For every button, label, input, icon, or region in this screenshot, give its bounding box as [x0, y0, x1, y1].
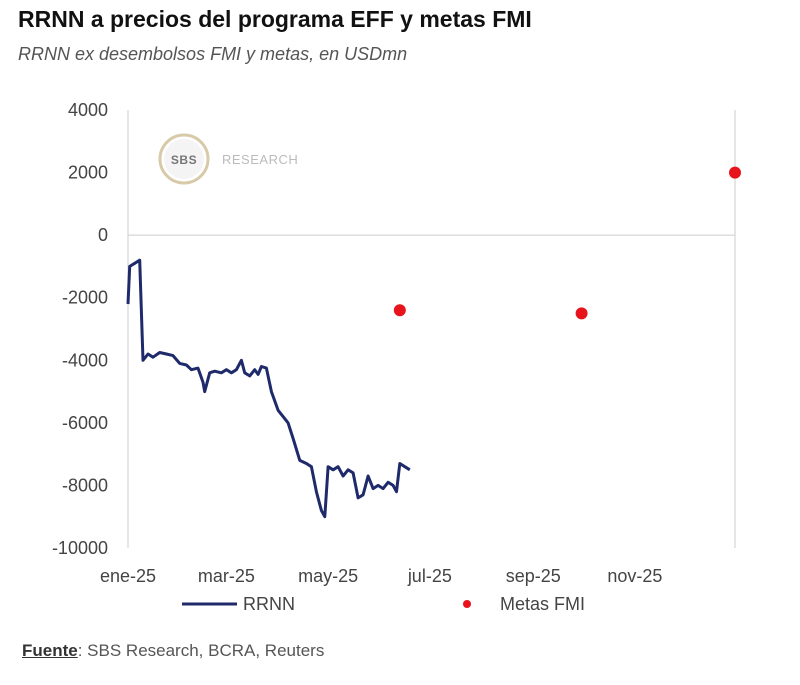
source-note: Fuente: SBS Research, BCRA, Reuters: [22, 641, 324, 661]
watermark: SBS RESEARCH: [158, 133, 298, 185]
rrnn-line: [126, 258, 411, 519]
logo-outer-ring: [158, 133, 210, 185]
axes: [127, 110, 736, 548]
source-label: Fuente: [22, 641, 78, 660]
y-tick-label: -2000: [62, 288, 108, 308]
x-tick-label: mar-25: [198, 566, 255, 586]
chart-subtitle: RRNN ex desembolsos FMI y metas, en USDm…: [18, 44, 408, 64]
x-tick-label: sep-25: [506, 566, 561, 586]
metas-fmi-point: [575, 307, 588, 320]
metas-fmi-point: [729, 166, 741, 179]
legend-label-metas-fmi: Metas FMI: [500, 594, 585, 614]
x-tick-label: nov-25: [607, 566, 662, 586]
logo-text: SBS: [171, 153, 197, 167]
x-tick-label: may-25: [298, 566, 358, 586]
y-tick-label: -4000: [62, 350, 108, 370]
y-tick-label: -8000: [62, 475, 108, 495]
chart-title: RRNN a precios del programa EFF y metas …: [18, 6, 532, 32]
y-tick-label: 2000: [68, 163, 108, 183]
y-tick-label: 4000: [68, 100, 108, 120]
watermark-text: RESEARCH: [222, 152, 298, 167]
legend-swatch-metas-fmi: [463, 600, 471, 608]
series-metas-fmi: [393, 166, 741, 320]
source-text: : SBS Research, BCRA, Reuters: [77, 641, 325, 660]
logo-inner-disc: [164, 139, 204, 179]
y-tick-label: 0: [98, 225, 108, 245]
y-tick-label: -10000: [52, 538, 108, 558]
legend-label-rrnn: RRNN: [243, 594, 295, 614]
series-rrnn: [126, 258, 411, 519]
legend: RRNN Metas FMI: [182, 594, 585, 614]
y-tick-labels: 4000 2000 0 -2000 -4000 -6000 -8000 -10000: [52, 100, 108, 558]
x-tick-labels: ene-25 mar-25 may-25 jul-25 sep-25 nov-25: [100, 566, 662, 586]
x-tick-label: ene-25: [100, 566, 156, 586]
y-tick-label: -6000: [62, 413, 108, 433]
metas-fmi-point: [393, 304, 406, 317]
x-tick-label: jul-25: [407, 566, 452, 586]
